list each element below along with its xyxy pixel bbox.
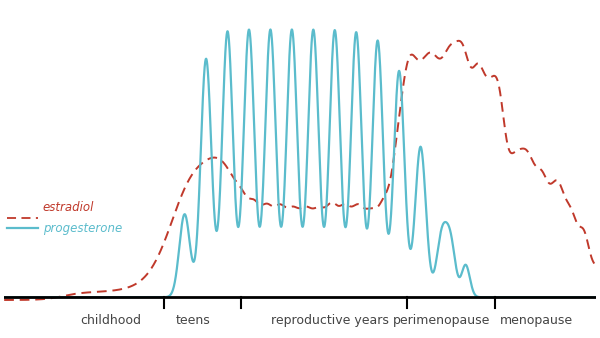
Text: estradiol: estradiol [43,200,94,214]
Text: menopause: menopause [500,314,573,327]
Text: childhood: childhood [80,314,141,327]
Text: reproductive years: reproductive years [271,314,389,327]
Text: progesterone: progesterone [43,222,122,235]
Text: teens: teens [176,314,211,327]
Text: perimenopause: perimenopause [394,314,491,327]
